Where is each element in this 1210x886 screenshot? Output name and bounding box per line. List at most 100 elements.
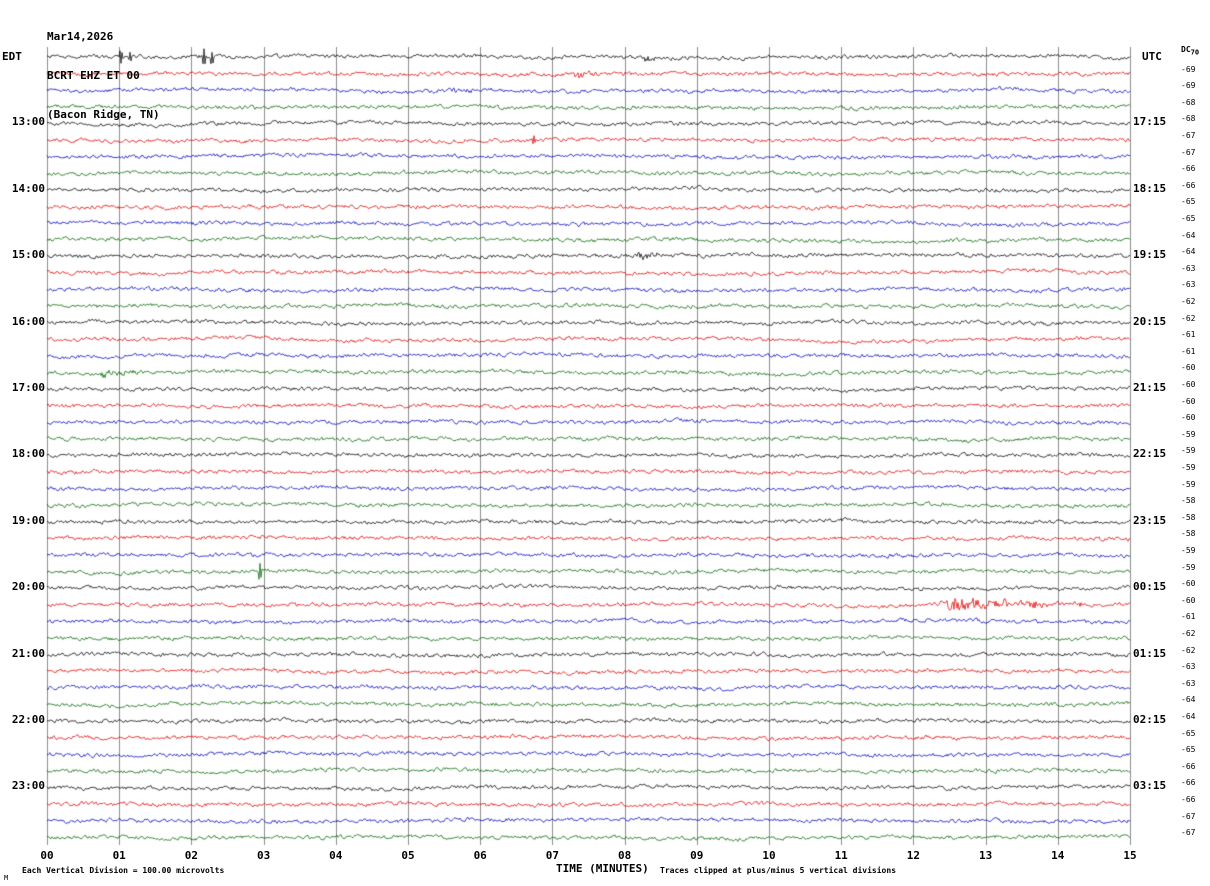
dc-offset-value: -61 <box>1181 330 1196 340</box>
dc-offset-value: -59 <box>1181 446 1196 456</box>
dc-offset-value: -60 <box>1181 413 1196 423</box>
x-tick-label: 09 <box>690 849 704 862</box>
right-timezone-label: UTC <box>1142 50 1162 63</box>
title-block: Mar14,2026 BCRT EHZ ET 00 (Bacon Ridge, … <box>47 4 160 147</box>
dc-header-sub: 70 <box>1190 48 1200 57</box>
dc-offset-value: -58 <box>1181 529 1196 539</box>
footer-clip-note: Traces clipped at plus/minus 5 vertical … <box>660 866 897 875</box>
dc-offset-value: -66 <box>1181 795 1196 804</box>
dc-offset-value: -60 <box>1181 579 1196 589</box>
left-hour-label: 21:00 <box>11 646 45 660</box>
dc-offset-value: -64 <box>1181 695 1196 705</box>
dc-offset-value: -63 <box>1181 662 1196 672</box>
dc-offset-value: -63 <box>1181 280 1196 290</box>
x-tick-label: 11 <box>834 849 848 862</box>
left-hour-label: 16:00 <box>11 314 45 328</box>
dc-offset-value: -59 <box>1181 562 1196 572</box>
x-tick-label: 12 <box>906 849 921 862</box>
left-hour-label: 15:00 <box>11 248 45 262</box>
x-tick-label: 02 <box>184 849 199 862</box>
x-axis-title: TIME (MINUTES) <box>556 862 649 875</box>
title-station: BCRT EHZ ET 00 <box>47 69 140 82</box>
title-location: (Bacon Ridge, TN) <box>47 108 160 121</box>
dc-offset-value: -65 <box>1181 197 1196 207</box>
dc-offset-value: -62 <box>1181 629 1196 638</box>
x-tick-label: 08 <box>617 849 632 862</box>
x-tick-label: 07 <box>545 849 560 862</box>
x-tick-label: 03 <box>256 849 271 862</box>
right-hour-label: 19:15 <box>1133 248 1167 262</box>
left-hour-label: 19:00 <box>11 513 45 527</box>
left-hour-label: 22:00 <box>11 713 45 726</box>
dc-offset-value: -59 <box>1181 429 1196 439</box>
x-tick-label: 06 <box>473 849 487 862</box>
dc-offset-value: -67 <box>1181 131 1196 140</box>
left-hour-label: 17:00 <box>11 381 45 394</box>
x-tick-label: 04 <box>329 849 343 862</box>
dc-offset-value: -67 <box>1181 147 1196 157</box>
title-date: Mar14,2026 <box>47 30 114 43</box>
right-hour-label: 17:15 <box>1133 115 1167 129</box>
right-hour-label: 20:15 <box>1133 314 1167 328</box>
dc-offset-value: -60 <box>1181 363 1196 373</box>
left-hour-label: 13:00 <box>11 115 45 129</box>
dc-offset-value: -58 <box>1181 496 1196 506</box>
right-hour-label: 03:15 <box>1133 779 1167 793</box>
dc-offset-value: -61 <box>1181 612 1196 622</box>
dc-offset-value: -67 <box>1181 828 1196 838</box>
dc-offset-value: -60 <box>1181 396 1196 406</box>
x-tick-label: 15 <box>1123 849 1137 862</box>
dc-offset-value: -62 <box>1181 313 1196 323</box>
dc-offset-value: -63 <box>1181 678 1196 688</box>
dc-offset-value: -69 <box>1181 64 1196 74</box>
x-tick-label: 05 <box>401 849 415 862</box>
corner-mark: M <box>4 874 9 882</box>
dc-offset-value: -59 <box>1181 546 1196 555</box>
left-hour-label: 23:00 <box>11 779 45 793</box>
x-tick-label: 13 <box>978 849 993 862</box>
left-timezone-label: EDT <box>2 50 22 63</box>
right-hour-label: 23:15 <box>1133 513 1167 527</box>
dc-offset-value: -62 <box>1181 645 1196 655</box>
left-hour-label: 20:00 <box>11 580 45 594</box>
dc-offset-value: -65 <box>1181 745 1196 755</box>
x-tick-label: 10 <box>762 849 776 862</box>
dc-offset-value: -66 <box>1181 164 1196 174</box>
right-hour-label: 18:15 <box>1133 181 1167 195</box>
right-hour-label: 01:15 <box>1133 646 1167 660</box>
dc-offset-value: -68 <box>1181 114 1196 124</box>
left-hour-label: 14:00 <box>11 181 45 195</box>
dc-offset-value: -61 <box>1181 346 1196 356</box>
dc-offset-value: -59 <box>1181 479 1196 489</box>
dc-offset-value: -60 <box>1181 380 1196 389</box>
dc-offset-value: -66 <box>1181 180 1196 190</box>
dc-offset-value: -59 <box>1181 463 1196 472</box>
dc-offset-value: -64 <box>1181 712 1196 721</box>
dc-offset-value: -68 <box>1181 97 1196 107</box>
dc-offset-value: -60 <box>1181 595 1196 605</box>
dc-offset-value: -65 <box>1181 728 1196 738</box>
dc-offset-value: -63 <box>1181 263 1196 273</box>
x-tick-label: 00 <box>40 849 54 862</box>
dc-offset-value: -67 <box>1181 811 1196 821</box>
dc-offset-value: -64 <box>1181 230 1196 240</box>
dc-offset-value: -64 <box>1181 247 1196 257</box>
dc-offset-value: -69 <box>1181 81 1196 91</box>
dc-offset-value: -58 <box>1181 512 1196 522</box>
dc-header-text: DC <box>1181 45 1191 54</box>
dc-offset-value: -66 <box>1181 778 1196 788</box>
right-hour-label: 22:15 <box>1133 447 1167 461</box>
dc-header: DC70 <box>1181 45 1199 57</box>
dc-offset-value: -65 <box>1181 214 1196 223</box>
right-hour-label: 00:15 <box>1133 580 1167 594</box>
left-hour-label: 18:00 <box>11 447 45 461</box>
footer-scale-note: Each Vertical Division = 100.00 microvol… <box>22 866 225 875</box>
x-tick-label: 14 <box>1051 849 1065 862</box>
x-tick-label: 01 <box>112 849 126 862</box>
dc-offset-value: -62 <box>1181 297 1196 306</box>
dc-offset-value: -66 <box>1181 761 1196 771</box>
right-hour-label: 21:15 <box>1133 381 1167 394</box>
right-hour-label: 02:15 <box>1133 713 1167 726</box>
